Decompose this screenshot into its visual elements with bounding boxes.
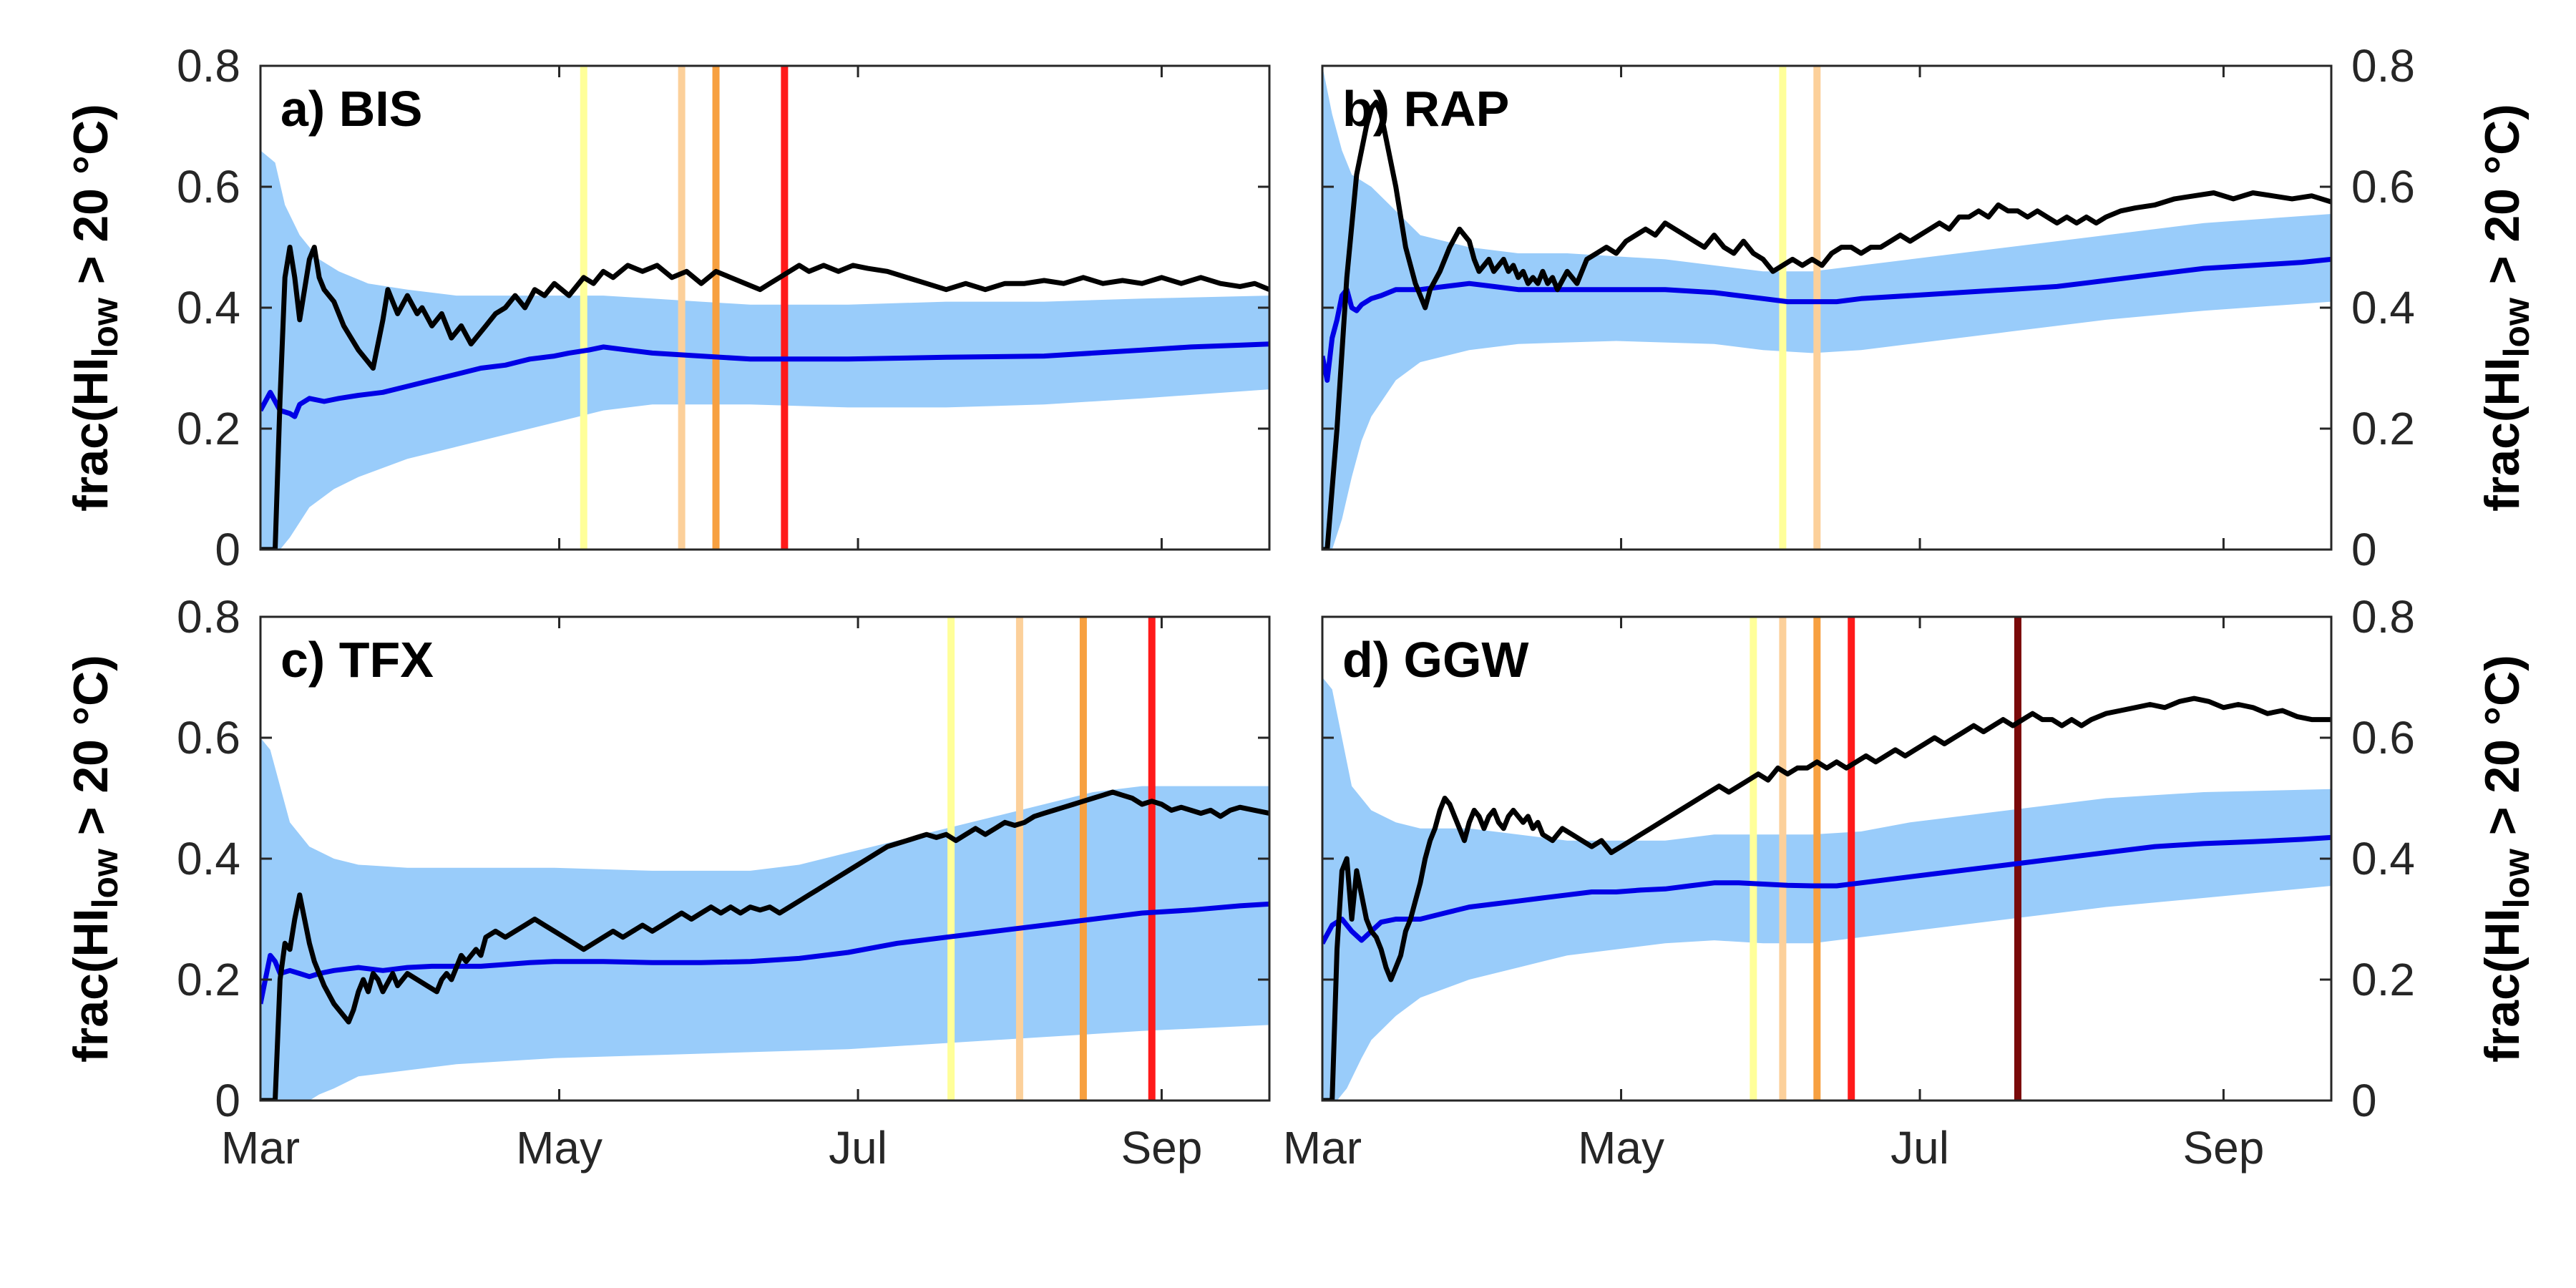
y-axis-label-sub: low [85,849,125,908]
x-tick-label: Sep [1121,1122,1202,1174]
model-range-band [1322,677,2331,1101]
y-tick-label: 0.4 [2351,282,2415,333]
model-range-band [1322,66,2331,550]
x-tick-label: May [516,1122,602,1174]
y-tick-label: 0.8 [177,40,240,92]
model-mean-line [1322,256,2331,383]
y-tick-label: 0.8 [2351,40,2415,92]
observed-line [1322,99,2331,550]
y-tick-label: 0.6 [2351,161,2415,213]
y-axis-label-prefix: frac(HI [64,357,118,511]
y-axis-label-prefix: frac(HI [2475,908,2529,1062]
y-axis-label-sub: low [2497,298,2537,357]
y-axis-label-suffix: > 20 °C) [2475,104,2529,298]
plot-area [1322,617,2331,1101]
y-axis-label: frac(HIlow > 20 °C) [64,104,125,512]
y-axis-label-suffix: > 20 °C) [2475,655,2529,849]
y-tick-label: 0.2 [177,954,240,1005]
panel-b: 0 0.2 0.4 0.6 0.8 b) RAP frac(HIlow > 20 °C) [1321,40,2537,575]
y-axis-label: frac(HIlow > 20 °C) [2475,104,2537,512]
panel-c: 0 0.2 0.4 0.6 0.8 Mar May Jul Sep c) TFX frac(HIlo… [64,591,1271,1174]
y-tick-label: 0.8 [2351,591,2415,643]
y-axis-label: frac(HIlow > 20 °C) [2475,655,2537,1063]
y-axis-label-suffix: > 20 °C) [64,104,118,298]
y-axis-label-sub: low [2497,849,2537,908]
y-tick-label: 0.6 [177,712,240,763]
y-tick-label: 0.4 [2351,833,2415,884]
y-tick-label: 0 [215,1075,240,1126]
panel-title: a) BIS [280,81,422,137]
y-tick-label: 0.4 [177,833,240,884]
plot-area [260,617,1269,1101]
panel-a: 0 0.2 0.4 0.6 0.8 a) BIS frac(HIlow > 20 °C) [64,40,1271,575]
y-tick-label: 0.2 [2351,403,2415,454]
y-tick-label: 0.2 [2351,954,2415,1005]
y-tick-label: 0.6 [177,161,240,213]
panel-d: 0 0.2 0.4 0.6 0.8 Mar May Jul Sep d) GGW frac(HIlo… [1283,591,2537,1174]
observed-line [260,245,1269,550]
panel-title: b) RAP [1342,81,1509,137]
y-axis-label: frac(HIlow > 20 °C) [64,655,125,1063]
model-mean-line [260,901,1269,1005]
y-tick-label: 0.6 [2351,712,2415,763]
model-range-band [260,150,1269,550]
x-tick-label: Jul [829,1122,887,1174]
y-axis-label-prefix: frac(HI [64,908,118,1062]
plot-area [260,66,1269,550]
panel-title: c) TFX [280,632,434,688]
y-tick-label: 0.4 [177,282,240,333]
y-tick-label: 0.8 [177,591,240,643]
x-tick-label: Sep [2182,1122,2264,1174]
model-mean-line [260,341,1269,419]
plot-area [1322,66,2331,550]
y-tick-label: 0.2 [177,403,240,454]
y-axis-label-suffix: > 20 °C) [64,655,118,849]
x-tick-label: Jul [1890,1122,1949,1174]
y-tick-label: 0 [215,524,240,575]
y-axis-label-prefix: frac(HI [2475,357,2529,511]
x-tick-label: Mar [221,1122,300,1174]
y-tick-label: 0 [2351,1075,2377,1126]
panel-title: d) GGW [1342,632,1528,688]
observed-line [260,789,1269,1101]
observed-line [1322,696,2331,1101]
x-tick-label: May [1578,1122,1664,1174]
model-mean-line [1322,834,2331,945]
y-axis-label-sub: low [85,298,125,357]
y-tick-label: 0 [2351,524,2377,575]
x-tick-label: Mar [1283,1122,1362,1174]
